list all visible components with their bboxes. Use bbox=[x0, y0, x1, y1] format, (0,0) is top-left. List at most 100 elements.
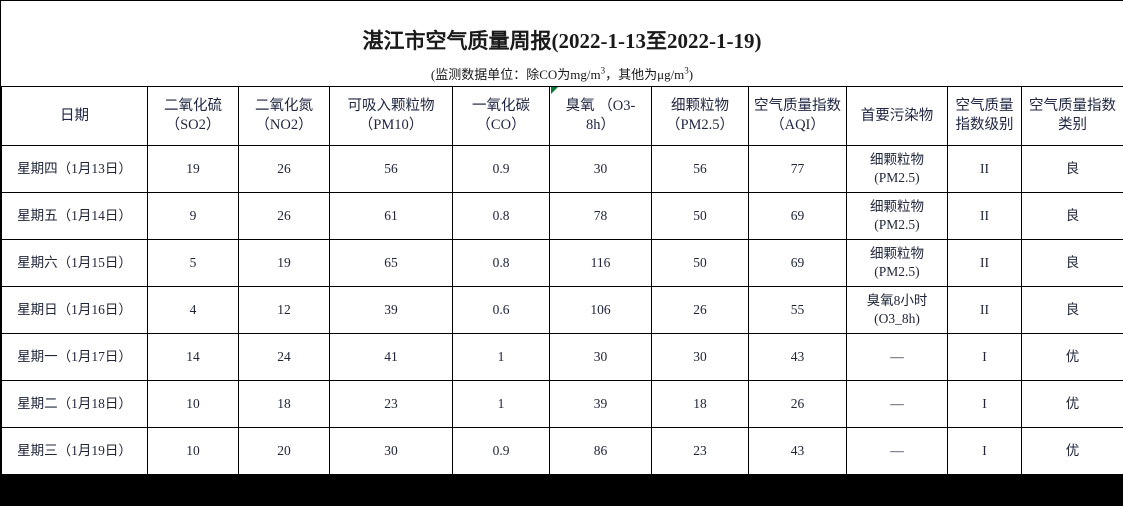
cell-primary-pollutant: — bbox=[846, 427, 948, 475]
table-header: 日期 二氧化硫 （SO2） 二氧化氮 （NO2） 可吸入颗粒物 （PM10） bbox=[1, 86, 1123, 146]
cell-date: 星期日（1月16日） bbox=[1, 286, 148, 334]
cell-aqi: 77 bbox=[748, 145, 847, 193]
cell-ozone-8h: 30 bbox=[549, 145, 652, 193]
header-line-1: 空气质量指数 bbox=[754, 98, 841, 114]
cell-so2: 19 bbox=[147, 145, 239, 193]
cell-primary-pollutant: 臭氧8小时 (O3_8h) bbox=[846, 286, 948, 334]
header-line-1: 细颗粒物 bbox=[671, 98, 729, 114]
subtitle-prefix: (监测数据单位：除CO为mg/m bbox=[430, 67, 601, 82]
pollutant-line-1: 细颗粒物(PM2.5) bbox=[870, 246, 924, 279]
cell-primary-pollutant: 细颗粒物(PM2.5) bbox=[846, 239, 948, 287]
cell-aqi-category: 良 bbox=[1021, 192, 1123, 240]
cell-primary-pollutant: 细颗粒物(PM2.5) bbox=[846, 145, 948, 193]
table-row: 星期二（1月18日） 10 18 23 1 39 18 26— I 优 bbox=[1, 380, 1123, 428]
cell-no2: 24 bbox=[238, 333, 330, 381]
cell-aqi: 43 bbox=[748, 333, 847, 381]
cell-pm10: 61 bbox=[329, 192, 453, 240]
pollutant-line-2: (O3_8h) bbox=[874, 311, 920, 326]
header-row: 日期 二氧化硫 （SO2） 二氧化氮 （NO2） 可吸入颗粒物 （PM10） bbox=[1, 86, 1123, 146]
cell-ozone-8h: 39 bbox=[549, 380, 652, 428]
cell-no2: 18 bbox=[238, 380, 330, 428]
cell-ozone-8h: 30 bbox=[549, 333, 652, 381]
cell-no2: 26 bbox=[238, 192, 330, 240]
table-row: 星期四（1月13日） 19 26 56 0.9 30 56 77 细颗粒物(PM2.5) II 良 bbox=[1, 145, 1123, 193]
cell-co: 1 bbox=[452, 380, 550, 428]
header-line-2: 8h） bbox=[586, 117, 615, 133]
cell-so2: 10 bbox=[147, 427, 239, 475]
cell-so2: 4 bbox=[147, 286, 239, 334]
air-quality-table: 日期 二氧化硫 （SO2） 二氧化氮 （NO2） 可吸入颗粒物 （PM10） bbox=[1, 86, 1123, 475]
cell-pm25: 23 bbox=[651, 427, 749, 475]
table-row: 星期日（1月16日） 4 12 39 0.6 106 26 55 臭氧8小时 (O3_8h) II 良 bbox=[1, 286, 1123, 334]
header-line-1: 二氧化硫 bbox=[164, 98, 222, 114]
column-header-primary-pollutant: 首要污染物 bbox=[846, 86, 948, 146]
pollutant-line-1: 细颗粒物(PM2.5) bbox=[870, 199, 924, 232]
cell-ozone-8h: 78 bbox=[549, 192, 652, 240]
subtitle-superscript-1: 3 bbox=[600, 65, 606, 76]
cell-pm10: 65 bbox=[329, 239, 453, 287]
cell-aqi: 69 bbox=[748, 192, 847, 240]
cell-so2: 9 bbox=[147, 192, 239, 240]
table-row: 星期一（1月17日） 14 24 41 1 30 30 43— I 优 bbox=[1, 333, 1123, 381]
header-line-1: 空气质量 bbox=[955, 98, 1014, 114]
column-header-pm25: 细颗粒物 （PM2.5） bbox=[651, 86, 749, 146]
cell-aqi-level: I bbox=[947, 380, 1022, 428]
column-header-ozone-8h: 臭氧 （O3- 8h） bbox=[549, 86, 652, 146]
header-line-1: 空气质量指数 bbox=[1029, 98, 1116, 114]
cell-date: 星期六（1月15日） bbox=[1, 239, 148, 287]
header-line-2: （CO） bbox=[476, 117, 526, 133]
column-header-so2: 二氧化硫 （SO2） bbox=[147, 86, 239, 146]
cell-aqi-category: 良 bbox=[1021, 286, 1123, 334]
table-row: 星期六（1月15日） 5 19 65 0.8 116 50 69 细颗粒物(PM2.5) II 良 bbox=[1, 239, 1123, 287]
cell-aqi-level: II bbox=[947, 239, 1022, 287]
subtitle-suffix: ) bbox=[688, 67, 694, 82]
cell-aqi-category: 优 bbox=[1021, 427, 1123, 475]
header-line-2: （SO2） bbox=[165, 117, 221, 133]
header-line-1: 臭氧 （O3- bbox=[565, 98, 636, 114]
header-line-1: 二氧化氮 bbox=[255, 98, 313, 114]
title-block: 湛江市空气质量周报(2022-1-13至2022-1-19) (监测数据单位：除… bbox=[1, 1, 1123, 86]
cell-co: 0.9 bbox=[452, 145, 550, 193]
cell-no2: 19 bbox=[238, 239, 330, 287]
cell-ozone-8h: 86 bbox=[549, 427, 652, 475]
column-header-aqi: 空气质量指数 （AQI） bbox=[748, 86, 847, 146]
column-header-pm10: 可吸入颗粒物 （PM10） bbox=[329, 86, 453, 146]
cell-pm25: 50 bbox=[651, 192, 749, 240]
cell-aqi-level: II bbox=[947, 192, 1022, 240]
cell-aqi-category: 良 bbox=[1021, 145, 1123, 193]
cell-primary-pollutant: — bbox=[846, 333, 948, 381]
cell-pm25: 50 bbox=[651, 239, 749, 287]
pollutant-line-1: 细颗粒物(PM2.5) bbox=[870, 152, 924, 185]
header-line-1: 一氧化碳 bbox=[472, 98, 530, 114]
cell-date: 星期三（1月19日） bbox=[1, 427, 148, 475]
cell-date: 星期四（1月13日） bbox=[1, 145, 148, 193]
cell-date: 星期五（1月14日） bbox=[1, 192, 148, 240]
cell-aqi-level: I bbox=[947, 427, 1022, 475]
comment-marker-icon bbox=[551, 87, 558, 94]
header-line-2: （NO2） bbox=[255, 117, 313, 133]
worksheet-sheet: 湛江市空气质量周报(2022-1-13至2022-1-19) (监测数据单位：除… bbox=[1, 1, 1123, 475]
header-line-2: （AQI） bbox=[770, 117, 825, 133]
cell-aqi-level: I bbox=[947, 333, 1022, 381]
header-line-2: （PM2.5） bbox=[665, 117, 735, 133]
cell-ozone-8h: 106 bbox=[549, 286, 652, 334]
cell-aqi-category: 优 bbox=[1021, 333, 1123, 381]
cell-aqi-category: 良 bbox=[1021, 239, 1123, 287]
cell-primary-pollutant: 细颗粒物(PM2.5) bbox=[846, 192, 948, 240]
cell-no2: 12 bbox=[238, 286, 330, 334]
header-line-1: 日期 bbox=[60, 107, 89, 124]
cell-so2: 14 bbox=[147, 333, 239, 381]
cell-co: 0.8 bbox=[452, 192, 550, 240]
cell-aqi-level: II bbox=[947, 286, 1022, 334]
cell-date: 星期二（1月18日） bbox=[1, 380, 148, 428]
cell-primary-pollutant: — bbox=[846, 380, 948, 428]
cell-aqi-category: 优 bbox=[1021, 380, 1123, 428]
cell-aqi: 69 bbox=[748, 239, 847, 287]
cell-ozone-8h: 116 bbox=[549, 239, 652, 287]
cell-aqi: 55 bbox=[748, 286, 847, 334]
column-header-co: 一氧化碳 （CO） bbox=[452, 86, 550, 146]
pollutant-line-1: — bbox=[890, 349, 904, 364]
cell-pm10: 41 bbox=[329, 333, 453, 381]
table-row: 星期五（1月14日） 9 26 61 0.8 78 50 69 细颗粒物(PM2.5) II 良 bbox=[1, 192, 1123, 240]
cell-pm25: 56 bbox=[651, 145, 749, 193]
